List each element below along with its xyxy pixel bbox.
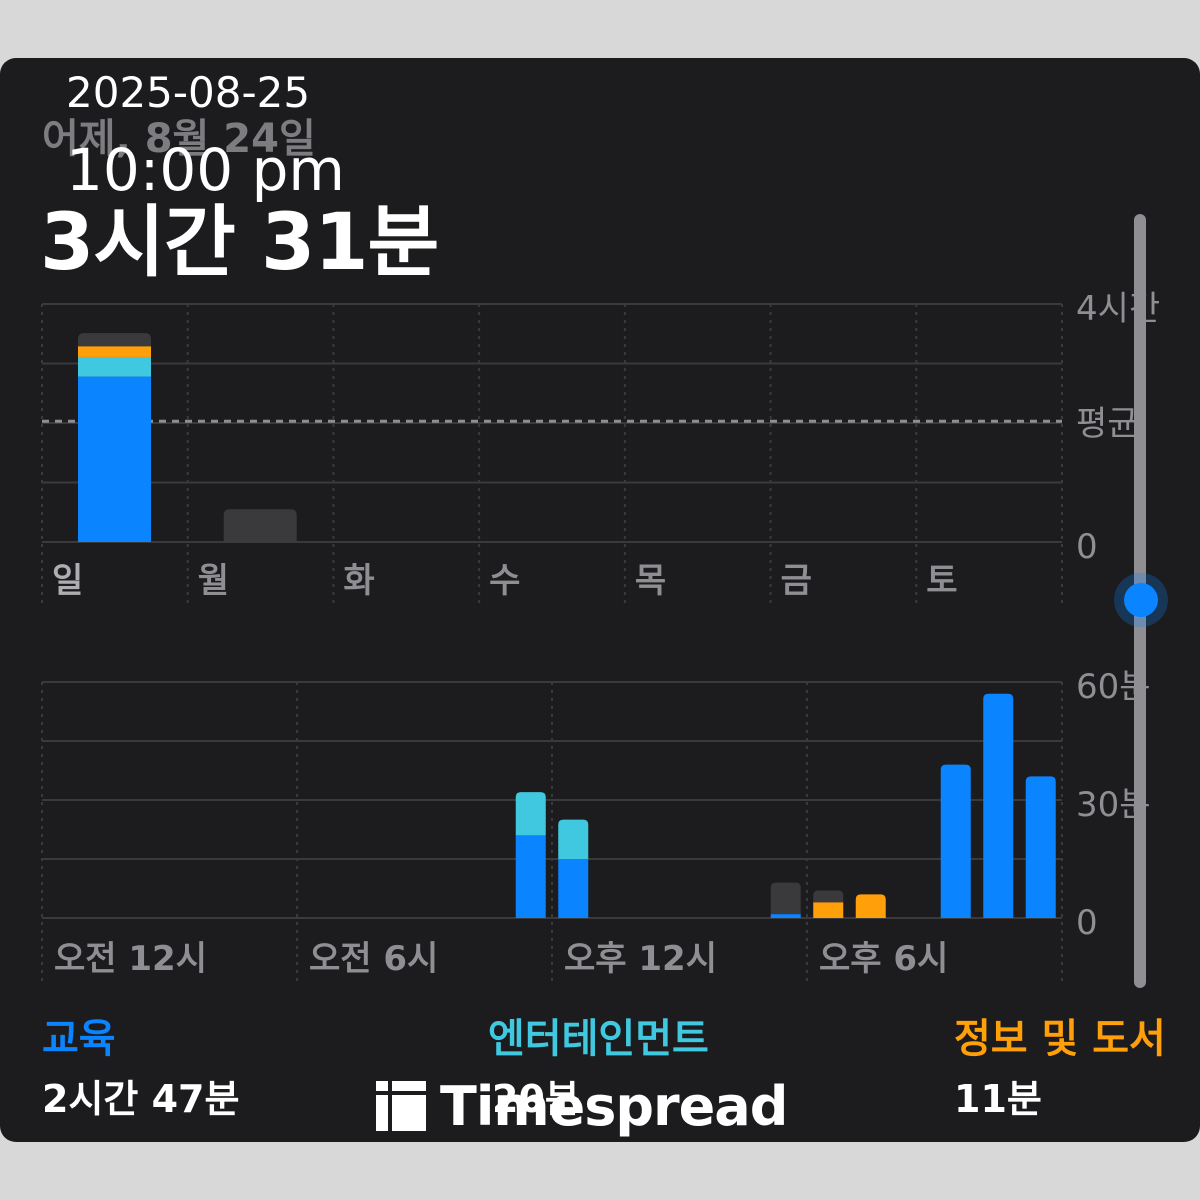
legend-education-value: 2시간 47분 [42, 1077, 240, 1121]
hourly-bar-segment [940, 764, 971, 918]
weekly-day-label: 금 [781, 561, 812, 601]
hourly-bar-segment [558, 859, 589, 918]
total-time: 3시간 31분 [40, 198, 439, 288]
watermark: Timespread [376, 1074, 788, 1138]
weekly-bar-segment [78, 333, 151, 347]
legend-entertainment-value: 20분 [492, 1077, 580, 1121]
screen-time-panel: 어제, 8월 24일 2025-08-25 10:00 pm 3시간 31분 평… [0, 58, 1200, 1142]
weekly-bar-segment [78, 346, 151, 357]
timestamp-time: 10:00 pm [66, 136, 345, 204]
hourly-bar-segment [813, 890, 844, 903]
hourly-ytick-label: 0 [1076, 903, 1098, 943]
legend-entertainment-name: 엔터테인먼트 [488, 1016, 709, 1062]
hourly-bar-segment [1025, 776, 1056, 918]
timespread-logo-icon [376, 1081, 426, 1131]
weekly-day-label: 일 [52, 561, 83, 601]
weekly-ytick-label: 4시간 [1076, 289, 1160, 329]
weekly-ytick-label: 0 [1076, 527, 1098, 567]
scroll-handle[interactable] [1114, 573, 1168, 627]
date-subtitle: 어제, 8월 24일 [42, 116, 316, 162]
hourly-bar-segment [515, 835, 546, 918]
legend-info-books-value: 11분 [954, 1077, 1042, 1121]
weekly-day-label: 수 [489, 561, 520, 601]
weekly-bar-segment [223, 509, 297, 542]
timestamp-date: 2025-08-25 [66, 68, 311, 117]
legend-info-books-name: 정보 및 도서 [954, 1016, 1166, 1062]
hourly-bar-segment [770, 882, 801, 915]
weekly-day-label: 화 [343, 561, 374, 601]
hourly-bar-segment [558, 819, 589, 859]
weekly-bar-segment [78, 356, 151, 377]
hourly-bar-segment [983, 693, 1014, 918]
weekly-day-label: 월 [198, 561, 229, 601]
hourly-x-label: 오후 6시 [819, 939, 948, 979]
hourly-bar-segment [855, 894, 886, 918]
hourly-bar-segment [770, 914, 801, 918]
watermark-text: Timespread [440, 1074, 788, 1138]
hourly-bar-segment [515, 792, 546, 836]
scroll-handle-dot[interactable] [1124, 583, 1158, 617]
legend-education-name: 교육 [42, 1016, 116, 1062]
weekly-bar-segment [78, 376, 151, 542]
hourly-bar-segment [813, 902, 844, 918]
hourly-x-label: 오후 12시 [564, 939, 717, 979]
weekly-day-label: 토 [926, 561, 957, 601]
weekly-average-label: 평균 [1076, 404, 1139, 444]
hourly-x-label: 오전 12시 [54, 939, 207, 979]
weekly-day-label: 목 [635, 561, 666, 601]
hourly-x-label: 오전 6시 [309, 939, 438, 979]
